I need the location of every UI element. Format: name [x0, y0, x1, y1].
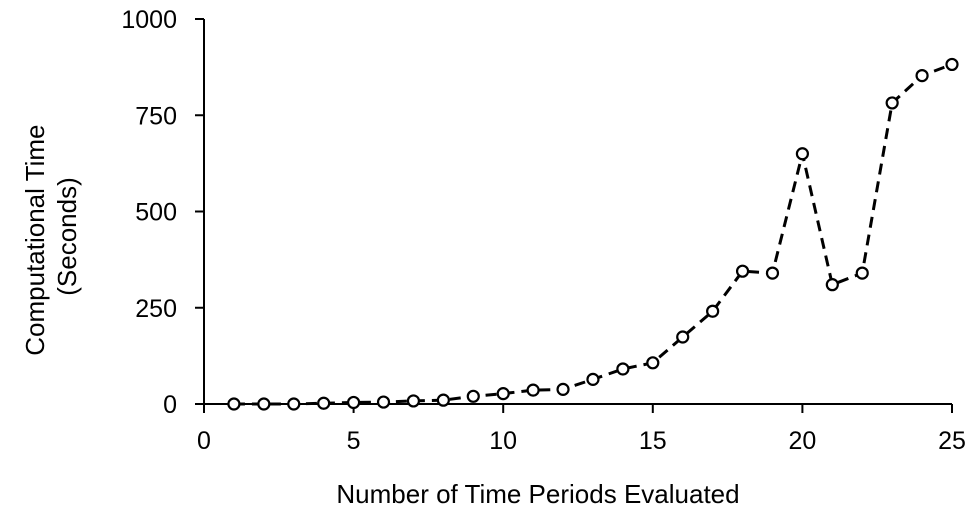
y-tick-label: 750: [135, 102, 177, 130]
y-tick-label: 0: [163, 391, 177, 419]
series-line: [233, 63, 953, 406]
x-axis-title: Number of Time Periods Evaluated: [336, 479, 739, 509]
y-axis-ticks: 0 250 500 750 1000: [121, 6, 204, 419]
data-point: [496, 387, 510, 401]
x-tick-label: 20: [788, 427, 816, 455]
data-point: [945, 57, 959, 72]
x-axis-ticks: 0 5 10 15 20 25: [197, 404, 966, 455]
data-point: [347, 395, 361, 410]
y-axis-title-line-2: (Seconds): [52, 177, 82, 296]
data-point: [765, 266, 780, 280]
data-point: [227, 397, 241, 411]
data-point: [257, 397, 271, 411]
data-point: [287, 397, 301, 411]
data-point: [676, 330, 690, 344]
data-point: [915, 68, 929, 83]
data-point: [376, 395, 391, 409]
data-point: [556, 382, 570, 396]
x-tick-label: 10: [489, 427, 517, 455]
y-axis-title: Computational Time (Seconds): [20, 117, 82, 355]
data-point: [436, 393, 450, 407]
y-axis-title-line-1: Computational Time: [20, 125, 50, 356]
data-point: [466, 389, 480, 403]
x-tick-label: 0: [197, 427, 211, 455]
x-tick-label: 15: [639, 427, 667, 455]
data-point: [735, 264, 750, 278]
y-tick-label: 250: [135, 295, 177, 323]
data-point: [616, 362, 630, 376]
series-layer: [227, 57, 959, 411]
axis-titles: Number of Time Periods Evaluated Computa…: [20, 117, 740, 510]
data-point: [646, 356, 660, 370]
y-tick-label: 500: [135, 199, 177, 227]
data-point: [885, 96, 899, 110]
data-point: [795, 147, 810, 161]
data-point: [406, 394, 421, 408]
data-point: [526, 383, 540, 397]
data-point: [825, 278, 839, 292]
axes: [203, 19, 952, 405]
y-tick-label: 1000: [121, 6, 177, 34]
data-point: [855, 266, 869, 280]
data-point: [586, 372, 600, 386]
data-point: [317, 396, 331, 410]
x-tick-label: 5: [347, 427, 361, 455]
x-tick-label: 25: [938, 427, 966, 455]
data-point: [706, 304, 720, 318]
